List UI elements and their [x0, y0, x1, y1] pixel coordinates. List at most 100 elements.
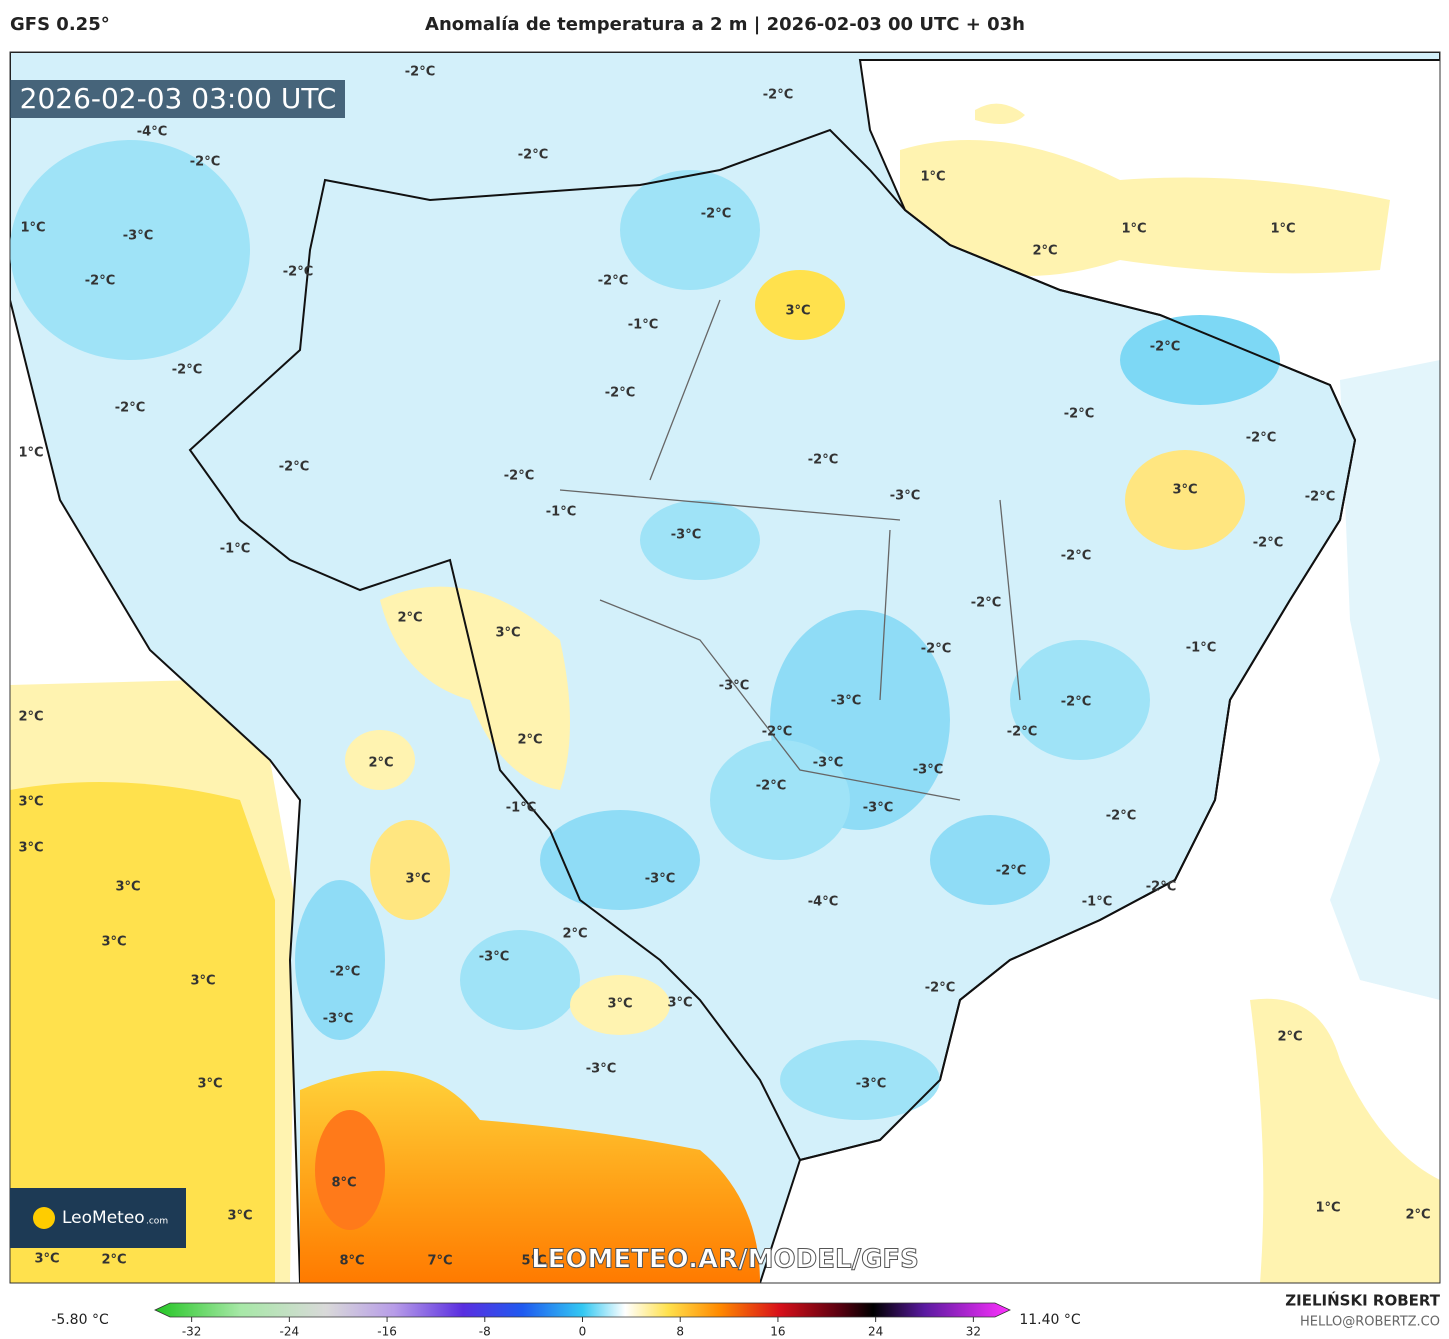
- contour-label: 8°C: [331, 1176, 356, 1191]
- contour-label: -2°C: [1007, 725, 1037, 740]
- colorbar-tick-label: 16: [770, 1325, 785, 1339]
- contour-label: 2°C: [517, 733, 542, 748]
- contour-label: -2°C: [1253, 536, 1283, 551]
- contour-label: 3°C: [1172, 483, 1197, 498]
- contour-label: -1°C: [1186, 641, 1216, 656]
- contour-label: -2°C: [1061, 549, 1091, 564]
- colorbar-tick-label: -16: [377, 1325, 397, 1339]
- contour-label: -4°C: [808, 895, 838, 910]
- contour-label: -3°C: [123, 229, 153, 244]
- colorbar-tick-label: 8: [676, 1325, 684, 1339]
- contour-label: -1°C: [546, 505, 576, 520]
- contour-label: 2°C: [18, 710, 43, 725]
- contour-label: 3°C: [18, 841, 43, 856]
- contour-label: -1°C: [506, 801, 536, 816]
- contour-label: 3°C: [18, 795, 43, 810]
- contour-label: -3°C: [586, 1062, 616, 1077]
- contour-label: -1°C: [1082, 895, 1112, 910]
- contour-label: -2°C: [1146, 880, 1176, 895]
- contour-label: 2°C: [1277, 1030, 1302, 1045]
- contour-label: -3°C: [719, 679, 749, 694]
- contour-label: 3°C: [495, 626, 520, 641]
- contour-label: -2°C: [1106, 809, 1136, 824]
- contour-label: -3°C: [890, 489, 920, 504]
- contour-label: 3°C: [190, 974, 215, 989]
- contour-label: 2°C: [562, 927, 587, 942]
- contour-label: 3°C: [227, 1209, 252, 1224]
- contour-label: -2°C: [405, 65, 435, 80]
- contour-label: -2°C: [85, 274, 115, 289]
- colorbar-tick-label: 32: [966, 1325, 981, 1339]
- colorbar-tick-label: -8: [479, 1325, 491, 1339]
- contour-label: 2°C: [397, 611, 422, 626]
- contour-label: -2°C: [115, 401, 145, 416]
- contour-label: -4°C: [137, 125, 167, 140]
- contour-label: -2°C: [921, 642, 951, 657]
- colorbar-min: -5.80 °C: [51, 1312, 109, 1328]
- contour-label: -2°C: [925, 981, 955, 996]
- contour-label: 1°C: [1121, 222, 1146, 237]
- contour-label: -2°C: [1061, 695, 1091, 710]
- contour-label: -2°C: [1305, 490, 1335, 505]
- contour-label: -2°C: [598, 274, 628, 289]
- contour-label: 1°C: [1315, 1201, 1340, 1216]
- contour-label: 3°C: [607, 997, 632, 1012]
- timestamp: 2026-02-03 03:00 UTC: [20, 82, 337, 115]
- map-title: Anomalía de temperatura a 2 m | 2026-02-…: [425, 14, 1025, 35]
- contour-label: -2°C: [996, 864, 1026, 879]
- logo-name: LeoMeteo: [62, 1208, 145, 1228]
- contour-label: -2°C: [504, 469, 534, 484]
- colorbar-tick-label: -24: [280, 1325, 300, 1339]
- contour-label: -3°C: [323, 1012, 353, 1027]
- contour-label: -2°C: [762, 725, 792, 740]
- contour-label: 1°C: [1270, 222, 1295, 237]
- contour-label: 3°C: [667, 996, 692, 1011]
- contour-label: -3°C: [645, 872, 675, 887]
- logo-sun: [33, 1207, 55, 1229]
- logo-suffix: .com: [146, 1217, 168, 1227]
- map-area: [10, 52, 1440, 1283]
- contour-label: 1°C: [20, 221, 45, 236]
- contour-label: -2°C: [190, 155, 220, 170]
- colorbar-tick-label: 24: [868, 1325, 883, 1339]
- contour-label: -2°C: [701, 207, 731, 222]
- contour-label: -2°C: [808, 453, 838, 468]
- contour-label: -2°C: [1150, 340, 1180, 355]
- credit-author: ZIELIŃSKI ROBERT: [1285, 1291, 1440, 1310]
- colorbar: [154, 1302, 1011, 1318]
- contour-label: 5°C: [521, 1254, 546, 1269]
- contour-label: -2°C: [172, 363, 202, 378]
- contour-label: -3°C: [856, 1077, 886, 1092]
- contour-label: -2°C: [279, 460, 309, 475]
- contour-label: 3°C: [785, 304, 810, 319]
- contour-label: -2°C: [763, 88, 793, 103]
- map-frame: [9, 51, 1441, 1284]
- colorbar-tick-label: -32: [182, 1325, 202, 1339]
- contour-label: 3°C: [197, 1077, 222, 1092]
- contour-label: 2°C: [1405, 1208, 1430, 1223]
- contour-label: 2°C: [1032, 244, 1057, 259]
- contour-label: 8°C: [339, 1254, 364, 1269]
- colorbar-tick-label: 0: [579, 1325, 587, 1339]
- watermark: LEOMETEO.AR/MODEL/GFS: [531, 1245, 919, 1275]
- contour-label: -3°C: [479, 950, 509, 965]
- contour-label: -2°C: [518, 148, 548, 163]
- colorbar-ticks: -32 -24 -16 -8 0 8 16 24 32: [182, 1317, 981, 1339]
- timestamp-box: [10, 80, 345, 118]
- contour-label: -1°C: [628, 318, 658, 333]
- contour-label: -2°C: [1246, 431, 1276, 446]
- contour-label: -2°C: [1064, 407, 1094, 422]
- contour-label: -2°C: [330, 965, 360, 980]
- contour-label: -3°C: [671, 528, 701, 543]
- contour-label: -2°C: [971, 596, 1001, 611]
- contour-label: -2°C: [605, 386, 635, 401]
- contour-label: -1°C: [220, 542, 250, 557]
- contour-label: -3°C: [863, 801, 893, 816]
- contour-label: 1°C: [18, 446, 43, 461]
- credit-contact: HELLO@ROBERTZ.CO: [1300, 1315, 1440, 1330]
- model-name: GFS 0.25°: [10, 14, 110, 35]
- contour-label: -2°C: [283, 265, 313, 280]
- contour-label: -3°C: [813, 756, 843, 771]
- contour-label: 3°C: [34, 1252, 59, 1267]
